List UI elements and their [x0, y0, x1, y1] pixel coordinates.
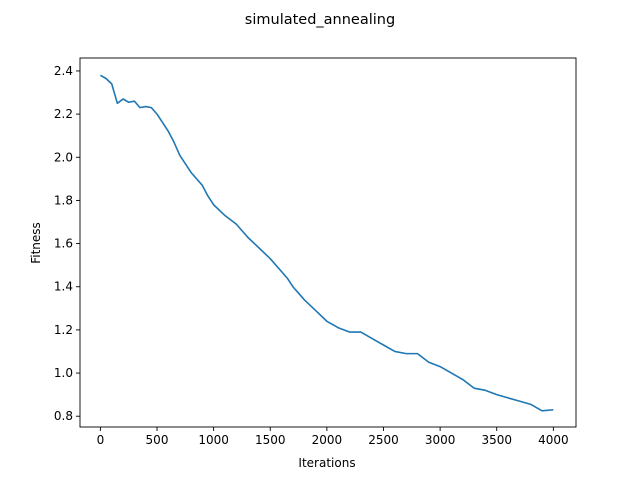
x-axis: 0 500 1000 1500 2000 2500 3000 3500 4000 — [97, 427, 569, 447]
y-tick-label: 1.0 — [54, 366, 73, 380]
plot-area — [79, 57, 577, 428]
y-tick-label: 1.2 — [54, 323, 73, 337]
y-axis: 0.8 1.0 1.2 1.4 1.6 1.8 2.0 2.2 2.4 — [54, 64, 80, 423]
y-tick-label: 2.4 — [54, 64, 73, 78]
x-tick-label: 3500 — [481, 433, 512, 447]
y-tick-label: 2.2 — [54, 107, 73, 121]
x-tick-label: 4000 — [538, 433, 569, 447]
x-axis-label: Iterations — [298, 456, 355, 470]
y-tick-label: 1.8 — [54, 193, 73, 207]
x-tick-label: 1000 — [198, 433, 229, 447]
x-tick-label: 2000 — [312, 433, 343, 447]
y-tick-label: 1.4 — [54, 280, 73, 294]
x-tick-label: 3000 — [425, 433, 456, 447]
series-line-0 — [99, 74, 554, 412]
x-tick-label: 0 — [97, 433, 105, 447]
y-tick-label: 1.6 — [54, 237, 73, 251]
y-tick-label: 0.8 — [54, 409, 73, 423]
y-tick-label: 2.0 — [54, 150, 73, 164]
chart-title: simulated_annealing — [245, 12, 395, 28]
x-tick-label: 1500 — [255, 433, 286, 447]
x-tick-label: 2500 — [368, 433, 399, 447]
axes-frame — [79, 57, 577, 428]
y-axis-label: Fitness — [29, 222, 43, 264]
x-tick-label: 500 — [146, 433, 169, 447]
